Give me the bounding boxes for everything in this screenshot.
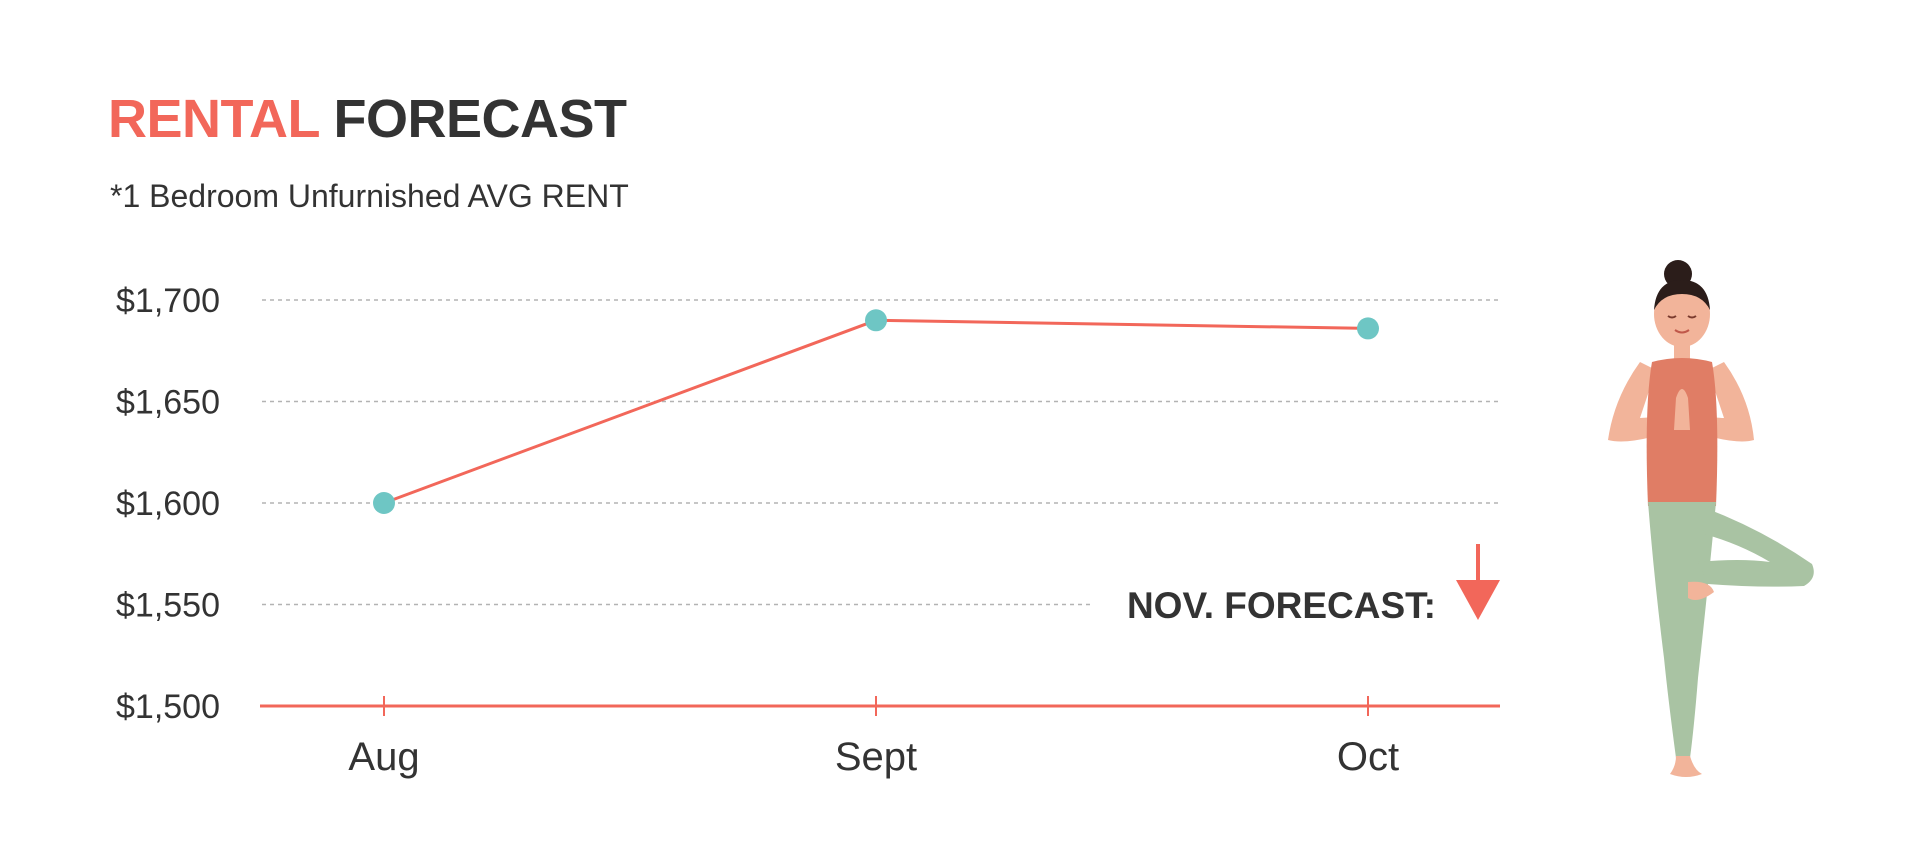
nov-forecast-label: NOV. FORECAST: — [1127, 585, 1436, 626]
chart-grid — [262, 299, 1500, 606]
title-accent: RENTAL — [108, 89, 320, 149]
y-tick-label: $1,700 — [116, 282, 220, 320]
y-tick-label: $1,500 — [116, 688, 220, 726]
data-point — [1357, 317, 1379, 340]
series-line — [383, 318, 1369, 505]
y-tick-label: $1,550 — [116, 587, 220, 625]
chart-subtitle: *1 Bedroom Unfurnished AVG RENT — [110, 178, 629, 214]
line-chart: $1,700 $1,650 $1,600 $1,550 $1,500 Aug Sept Oc… — [116, 282, 1500, 779]
arrow-down-icon — [1456, 544, 1500, 620]
data-point — [373, 492, 395, 514]
series-rent — [373, 309, 1379, 514]
nov-forecast-annotation: NOV. FORECAST: — [1127, 544, 1500, 626]
title-main: FORECAST — [333, 89, 628, 149]
x-tick-label: Sept — [835, 735, 917, 779]
data-point — [865, 309, 887, 332]
y-tick-label: $1,600 — [116, 485, 220, 523]
y-axis-labels: $1,700 $1,650 $1,600 $1,550 $1,500 — [116, 282, 220, 726]
x-tick-label: Aug — [348, 735, 419, 779]
yoga-tree-pose-woman-icon — [1608, 260, 1814, 777]
y-tick-label: $1,650 — [116, 384, 220, 422]
x-axis — [260, 696, 1500, 716]
x-axis-labels: Aug Sept Oct — [348, 735, 1399, 779]
x-tick-label: Oct — [1337, 735, 1399, 779]
page-title: RENTAL FORECAST — [108, 92, 627, 146]
